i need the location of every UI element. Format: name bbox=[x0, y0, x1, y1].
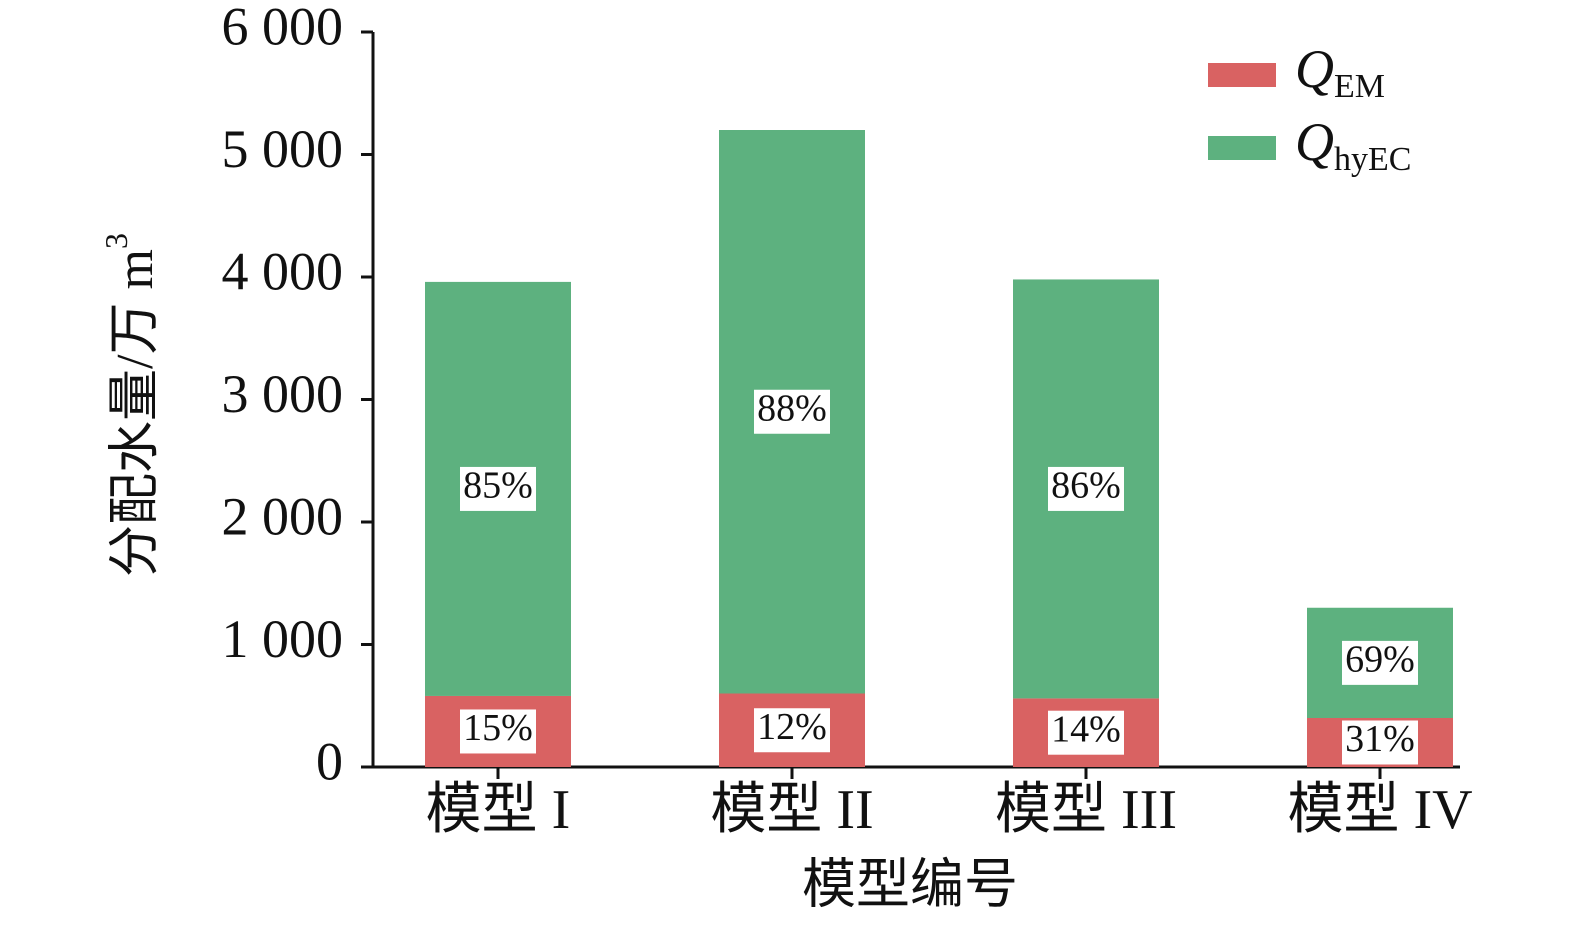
legend-label: QEM bbox=[1295, 39, 1385, 104]
x-tick-label: 模型 III bbox=[995, 779, 1177, 841]
y-tick-label: 1 000 bbox=[222, 609, 344, 669]
bar-label: 69% bbox=[1345, 639, 1415, 681]
legend-label: QhyEC bbox=[1295, 112, 1411, 177]
bar-label-box bbox=[754, 708, 830, 753]
bar-label: 14% bbox=[1051, 708, 1121, 750]
bar-label-box bbox=[1048, 466, 1124, 511]
bar-label: 12% bbox=[757, 706, 827, 748]
y-axis-label-sup: 3 bbox=[98, 233, 134, 249]
x-tick-label: 模型 IV bbox=[1287, 779, 1472, 841]
x-tick-label: 模型 II bbox=[710, 779, 873, 841]
bar-label-box bbox=[1342, 640, 1418, 685]
legend-symbol: Q bbox=[1295, 112, 1334, 172]
legend-subscript: EM bbox=[1334, 68, 1385, 105]
bar-label-box bbox=[1048, 710, 1124, 755]
legend-swatch bbox=[1208, 63, 1276, 87]
x-tick-label: 模型 I bbox=[426, 779, 571, 841]
legend-subscript: hyEC bbox=[1334, 141, 1411, 178]
bar-label-box bbox=[460, 709, 536, 754]
bar-label-box bbox=[460, 466, 536, 511]
y-axis-label-main: 分配水量/万 m bbox=[107, 249, 164, 577]
y-axis-label: 分配水量/万 m3 bbox=[98, 233, 164, 577]
bar-label: 15% bbox=[463, 707, 533, 749]
y-tick-label: 2 000 bbox=[222, 486, 344, 546]
y-tick-label: 3 000 bbox=[222, 364, 344, 424]
bar-label-box bbox=[754, 389, 830, 434]
bar-label: 85% bbox=[463, 465, 533, 507]
y-tick-label: 6 000 bbox=[222, 0, 344, 56]
bar-label: 86% bbox=[1051, 465, 1121, 507]
bar-label-box bbox=[1342, 720, 1418, 765]
y-tick-label: 4 000 bbox=[222, 241, 344, 301]
y-tick-label: 0 bbox=[316, 731, 343, 791]
legend-swatch bbox=[1208, 136, 1276, 160]
y-tick-label: 5 000 bbox=[222, 119, 344, 179]
x-axis-label: 模型编号 bbox=[802, 854, 1018, 914]
bar-label: 31% bbox=[1345, 718, 1415, 760]
legend-symbol: Q bbox=[1295, 39, 1334, 99]
bar-label: 88% bbox=[757, 387, 827, 429]
